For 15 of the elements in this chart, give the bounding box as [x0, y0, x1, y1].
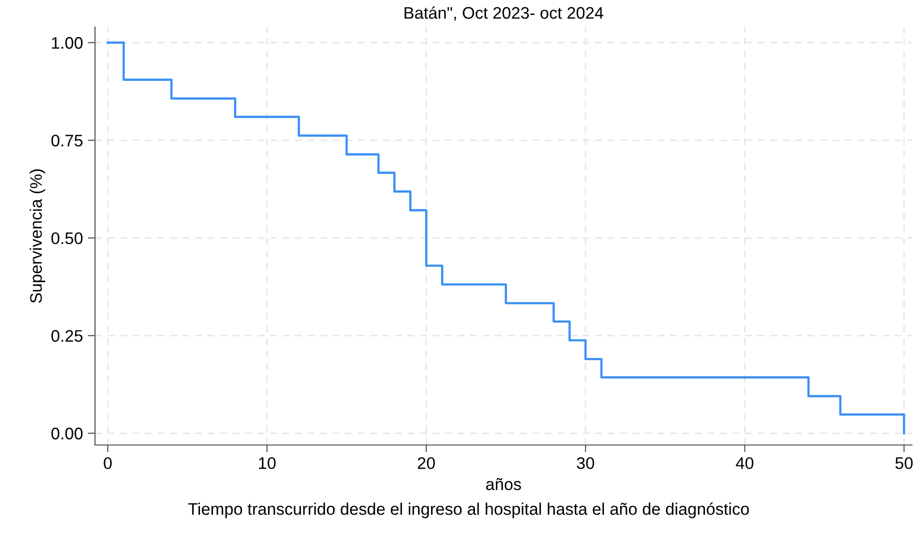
x-tick-label: 10: [259, 457, 276, 470]
y-tick-label: 1.00: [52, 37, 83, 49]
chart-title: Batán", Oct 2023- oct 2024: [404, 6, 604, 21]
text: Tiempo transcurrido desde el ingreso al hospital hasta el año de diagnóstico: [188, 502, 749, 518]
x-tick-label: 40: [736, 457, 754, 470]
y-tick-label: 0.25: [51, 330, 82, 342]
y-tick-label: 0.00: [51, 428, 83, 440]
x-tick-label: 30: [576, 457, 594, 470]
y-axis-title: Supervivencia (%): [30, 169, 46, 303]
y-tick-label: 0.50: [51, 232, 83, 244]
x-tick-label: 20: [418, 457, 435, 470]
x-tick-label: 0: [104, 457, 112, 470]
x-axis-title: años: [486, 478, 521, 490]
y-tick-label: 0.75: [51, 134, 82, 146]
x-tick-label: 50: [895, 457, 913, 470]
